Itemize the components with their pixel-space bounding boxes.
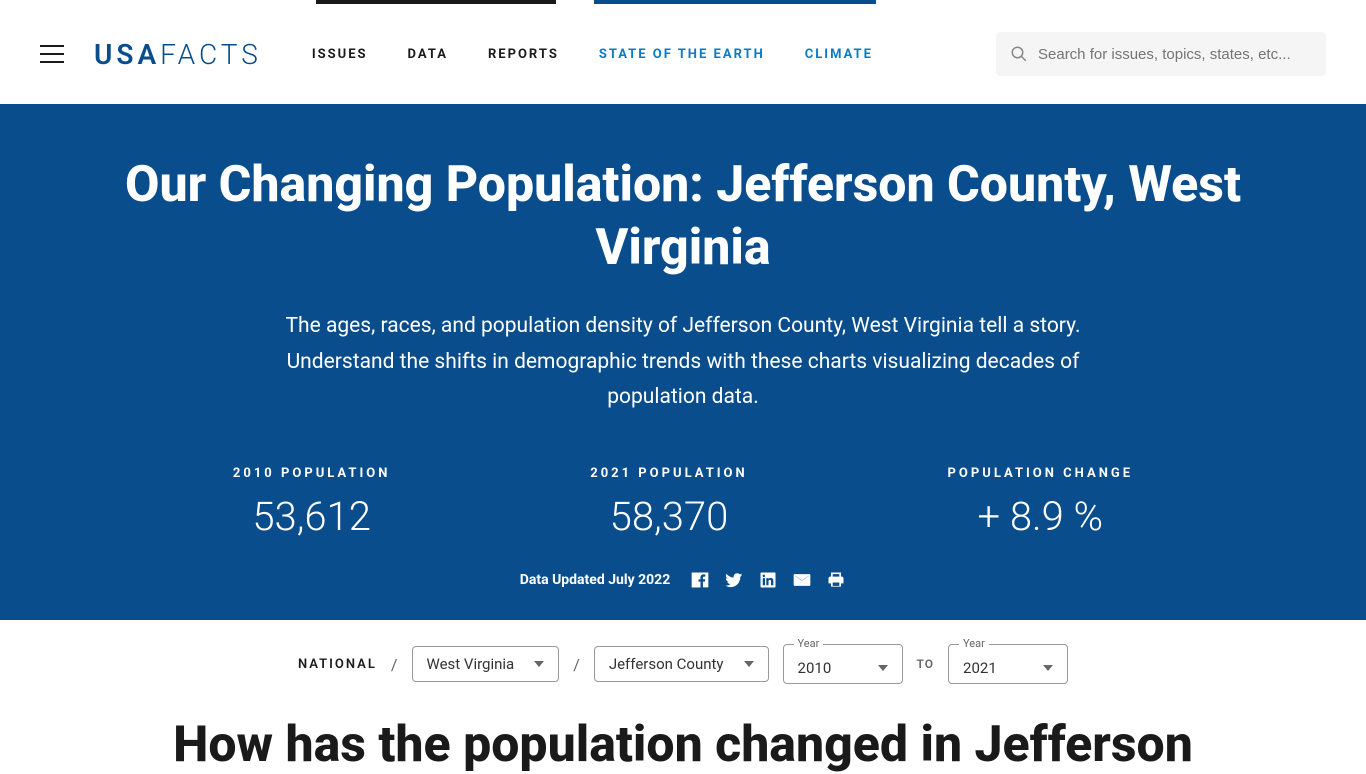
linkedin-icon[interactable] [758, 570, 778, 590]
data-updated-label: Data Updated July 2022 [520, 572, 670, 588]
to-label: TO [917, 657, 935, 671]
nav-issues[interactable]: ISSUES [312, 47, 368, 62]
filter-bar: NATIONAL / West Virginia / Jefferson Cou… [0, 620, 1366, 708]
print-icon[interactable] [826, 570, 846, 590]
email-icon[interactable] [792, 570, 812, 590]
nav-state-of-earth[interactable]: STATE OF THE EARTH [599, 47, 765, 62]
county-dropdown-value: Jefferson County [609, 655, 724, 673]
stat-value: + 8.9 % [948, 493, 1134, 540]
year-from-dropdown[interactable]: Year 2010 [783, 644, 903, 684]
chevron-down-icon [1043, 665, 1053, 671]
stat-2021-population: 2021 POPULATION 58,370 [590, 466, 747, 540]
year-label: Year [794, 637, 824, 650]
stat-label: POPULATION CHANGE [948, 466, 1134, 481]
page-subtitle: The ages, races, and population density … [243, 309, 1123, 416]
chevron-down-icon [534, 661, 544, 667]
year-label: Year [959, 637, 989, 650]
site-logo[interactable]: USAFACTS [94, 38, 262, 71]
nav-data[interactable]: DATA [408, 47, 448, 62]
stat-value: 53,612 [233, 493, 390, 540]
county-dropdown[interactable]: Jefferson County [594, 646, 769, 682]
chevron-down-icon [878, 665, 888, 671]
chevron-down-icon [744, 661, 754, 667]
breadcrumb-separator: / [573, 655, 580, 674]
state-dropdown[interactable]: West Virginia [412, 646, 560, 682]
search-box[interactable] [996, 32, 1326, 76]
stat-label: 2021 POPULATION [590, 466, 747, 481]
stat-population-change: POPULATION CHANGE + 8.9 % [948, 466, 1134, 540]
search-input[interactable] [1038, 46, 1312, 63]
state-dropdown-value: West Virginia [427, 655, 515, 673]
hero-section: Our Changing Population: Jefferson Count… [0, 104, 1366, 620]
hamburger-menu-icon[interactable] [40, 45, 64, 63]
twitter-icon[interactable] [724, 570, 744, 590]
site-header: USAFACTS ISSUES DATA REPORTS STATE OF TH… [0, 4, 1366, 104]
stat-value: 58,370 [590, 493, 747, 540]
stat-2010-population: 2010 POPULATION 53,612 [233, 466, 390, 540]
year-from-value: 2010 [798, 659, 832, 677]
logo-part-2: FACTS [160, 38, 262, 71]
stats-row: 2010 POPULATION 53,612 2021 POPULATION 5… [133, 466, 1233, 540]
primary-nav: ISSUES DATA REPORTS STATE OF THE EARTH C… [312, 47, 873, 62]
logo-part-1: USA [94, 38, 160, 71]
share-row: Data Updated July 2022 [70, 570, 1296, 590]
search-icon [1010, 45, 1028, 63]
breadcrumb-national[interactable]: NATIONAL [298, 657, 377, 672]
section-heading: How has the population changed in Jeffer… [0, 708, 1366, 773]
year-to-value: 2021 [963, 659, 997, 677]
facebook-icon[interactable] [690, 570, 710, 590]
nav-reports[interactable]: REPORTS [488, 47, 559, 62]
year-to-dropdown[interactable]: Year 2021 [948, 644, 1068, 684]
stat-label: 2010 POPULATION [233, 466, 390, 481]
page-title: Our Changing Population: Jefferson Count… [70, 154, 1296, 279]
breadcrumb-separator: / [391, 655, 398, 674]
nav-climate[interactable]: CLIMATE [805, 47, 873, 62]
